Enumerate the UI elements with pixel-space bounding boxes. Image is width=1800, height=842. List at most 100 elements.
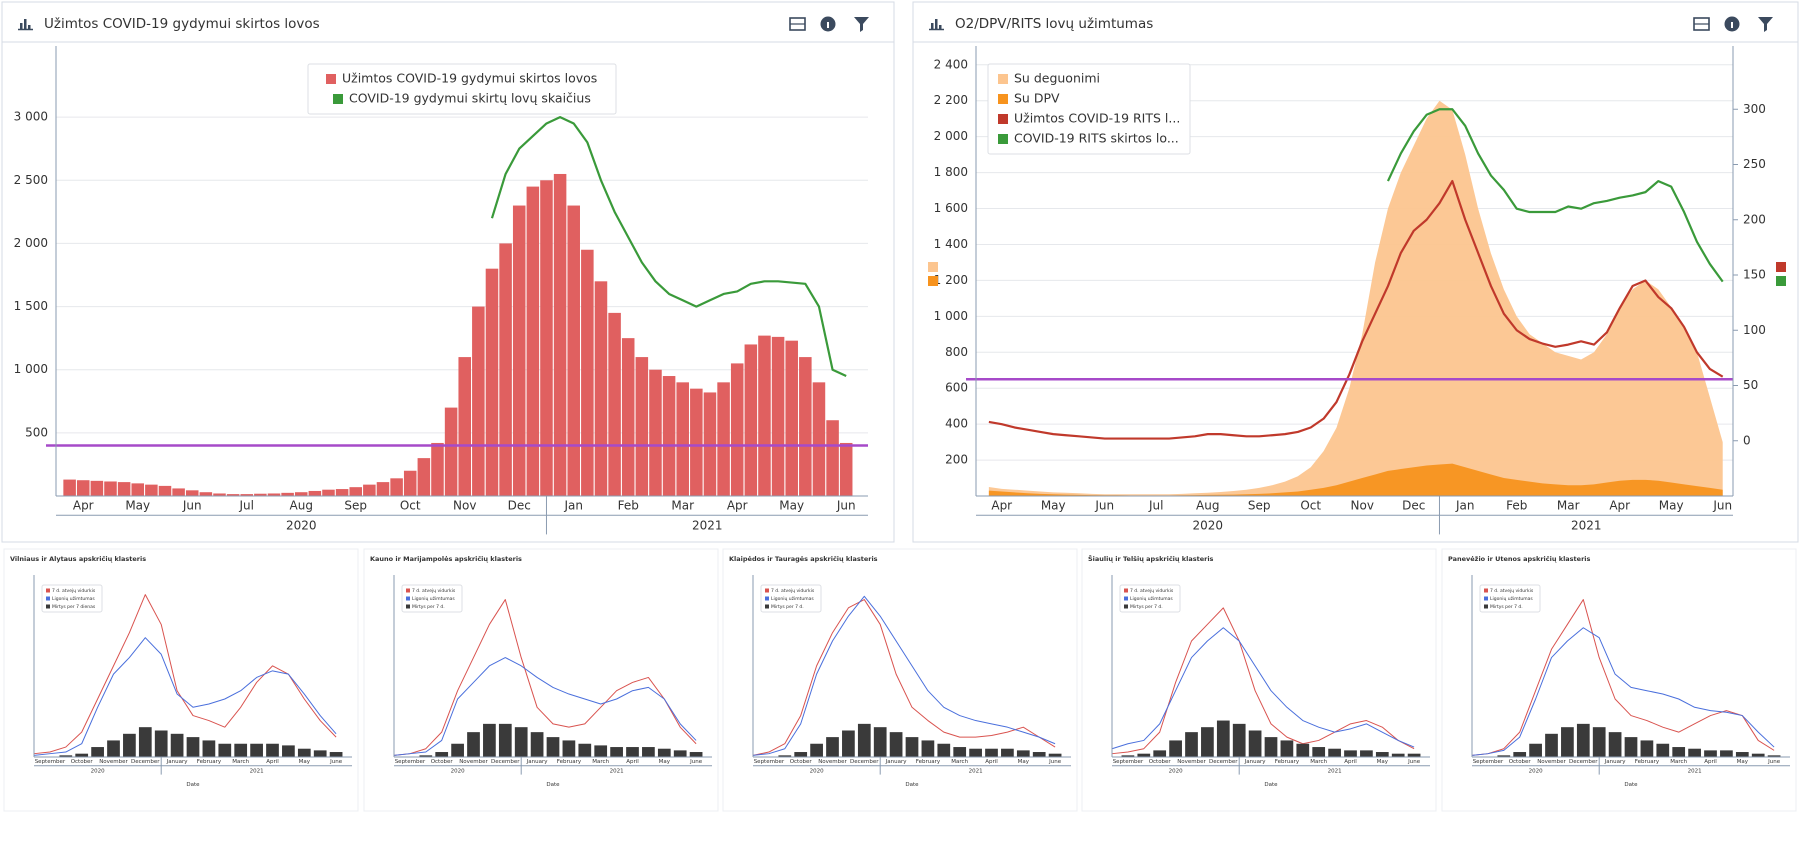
bar	[1201, 727, 1214, 757]
bar	[467, 732, 480, 757]
x-tick-label: June	[1767, 759, 1781, 765]
y-tick-label: 1 200	[934, 273, 968, 287]
bar	[1407, 753, 1421, 757]
x-tick-label: March	[232, 759, 249, 765]
bar	[1592, 727, 1606, 757]
legend-label: Mirtys per 7 dienas	[52, 604, 96, 610]
x-group-label: 2021	[1571, 519, 1602, 533]
legend-box	[41, 584, 103, 613]
x-group-label: 2020	[286, 519, 317, 533]
line	[393, 599, 697, 756]
legend-label: 7 d. atvejų vidurkis	[1490, 588, 1534, 594]
axis-series-indicator	[1776, 262, 1786, 272]
y-tick-label: 600	[945, 381, 968, 395]
bar	[771, 336, 785, 496]
legend-swatch	[1124, 604, 1128, 609]
x-group-label: 2020	[91, 768, 105, 774]
x-tick-label: Oct	[1300, 499, 1321, 513]
bar	[1608, 732, 1622, 757]
bar	[170, 733, 184, 757]
x-tick-label: May	[1659, 499, 1684, 513]
x-tick-label: February	[197, 759, 222, 765]
axis-series-indicator	[1776, 276, 1786, 286]
bar	[778, 755, 792, 757]
y-tick-label: 2 200	[934, 93, 968, 107]
bar	[1328, 748, 1341, 757]
x-tick-label: Jan	[1455, 499, 1475, 513]
bar	[329, 752, 343, 757]
legend-label: Mirtys per 7 d.	[412, 604, 445, 610]
x-tick-label: Aug	[1196, 499, 1219, 513]
bar	[104, 481, 117, 496]
x-tick-label: October	[790, 759, 813, 765]
x-tick-label: Dec	[508, 499, 531, 513]
legend-swatch	[46, 604, 50, 609]
bar	[1360, 750, 1373, 757]
legend-swatch	[765, 588, 769, 593]
legend-label: 7 d. atvejų vidurkis	[771, 588, 815, 594]
x-tick-label: October	[431, 759, 454, 765]
bar	[514, 727, 528, 757]
line	[393, 657, 697, 756]
bar	[186, 737, 200, 757]
bar	[578, 743, 592, 757]
x-axis-label: Date	[1624, 782, 1638, 788]
bar	[458, 357, 471, 496]
x-tick-label: November	[459, 759, 488, 765]
bar	[1048, 753, 1062, 757]
bar	[1391, 753, 1405, 757]
legend-box	[307, 63, 617, 115]
x-tick-label: Apr	[73, 499, 94, 513]
legend-label: Užimtos COVID-19 gydymui skirtos lovos	[342, 71, 597, 86]
bar	[662, 376, 676, 496]
line	[752, 595, 1056, 756]
y-tick-label: 800	[945, 345, 968, 359]
x-tick-label: Aug	[290, 499, 313, 513]
y2-tick-label: 50	[1743, 378, 1758, 392]
legend-label: 7 d. atvejų vidurkis	[52, 588, 96, 594]
y2-tick-label: 150	[1743, 268, 1766, 282]
bar	[76, 480, 90, 496]
line	[1111, 627, 1415, 750]
bar	[567, 205, 580, 497]
x-tick-label: Dec	[1402, 499, 1425, 513]
x-tick-label: June	[1407, 759, 1421, 765]
x-tick-label: Apr	[1609, 499, 1630, 513]
bar	[1016, 750, 1030, 757]
legend-label: Mirtys per 7 d.	[1490, 604, 1523, 610]
x-tick-label: May	[1041, 499, 1066, 513]
filter-button[interactable]	[1758, 17, 1773, 32]
y-tick-label: 1 800	[934, 165, 968, 179]
bar	[985, 748, 998, 757]
x-tick-label: Jul	[1148, 499, 1163, 513]
x-tick-label: September	[35, 759, 66, 765]
bar	[889, 732, 903, 757]
y-tick-label: 2 400	[934, 57, 968, 71]
bar	[1751, 753, 1765, 757]
legend-box	[987, 63, 1191, 155]
x-tick-label: January	[166, 759, 189, 765]
area	[988, 463, 1723, 496]
bar	[799, 357, 812, 496]
bar	[1121, 755, 1135, 757]
bar	[635, 357, 649, 496]
y2-tick-label: 0	[1743, 433, 1751, 447]
bar	[1640, 740, 1654, 757]
bar	[451, 743, 464, 757]
x-tick-label: May	[1377, 759, 1389, 765]
legend-box	[1119, 584, 1181, 613]
bar	[730, 363, 744, 496]
chart-icon	[24, 19, 27, 29]
y-tick-label: 2 500	[14, 173, 48, 187]
bar	[218, 743, 232, 757]
filter-button[interactable]	[854, 17, 869, 32]
x-group-label: 2020	[1169, 768, 1183, 774]
bar	[1280, 740, 1294, 757]
bar	[431, 442, 444, 496]
legend-swatch	[333, 94, 343, 104]
bar	[444, 407, 458, 496]
bar	[1169, 740, 1182, 757]
bar	[123, 733, 136, 757]
axis-series-indicator	[928, 262, 938, 272]
x-tick-label: May	[125, 499, 150, 513]
